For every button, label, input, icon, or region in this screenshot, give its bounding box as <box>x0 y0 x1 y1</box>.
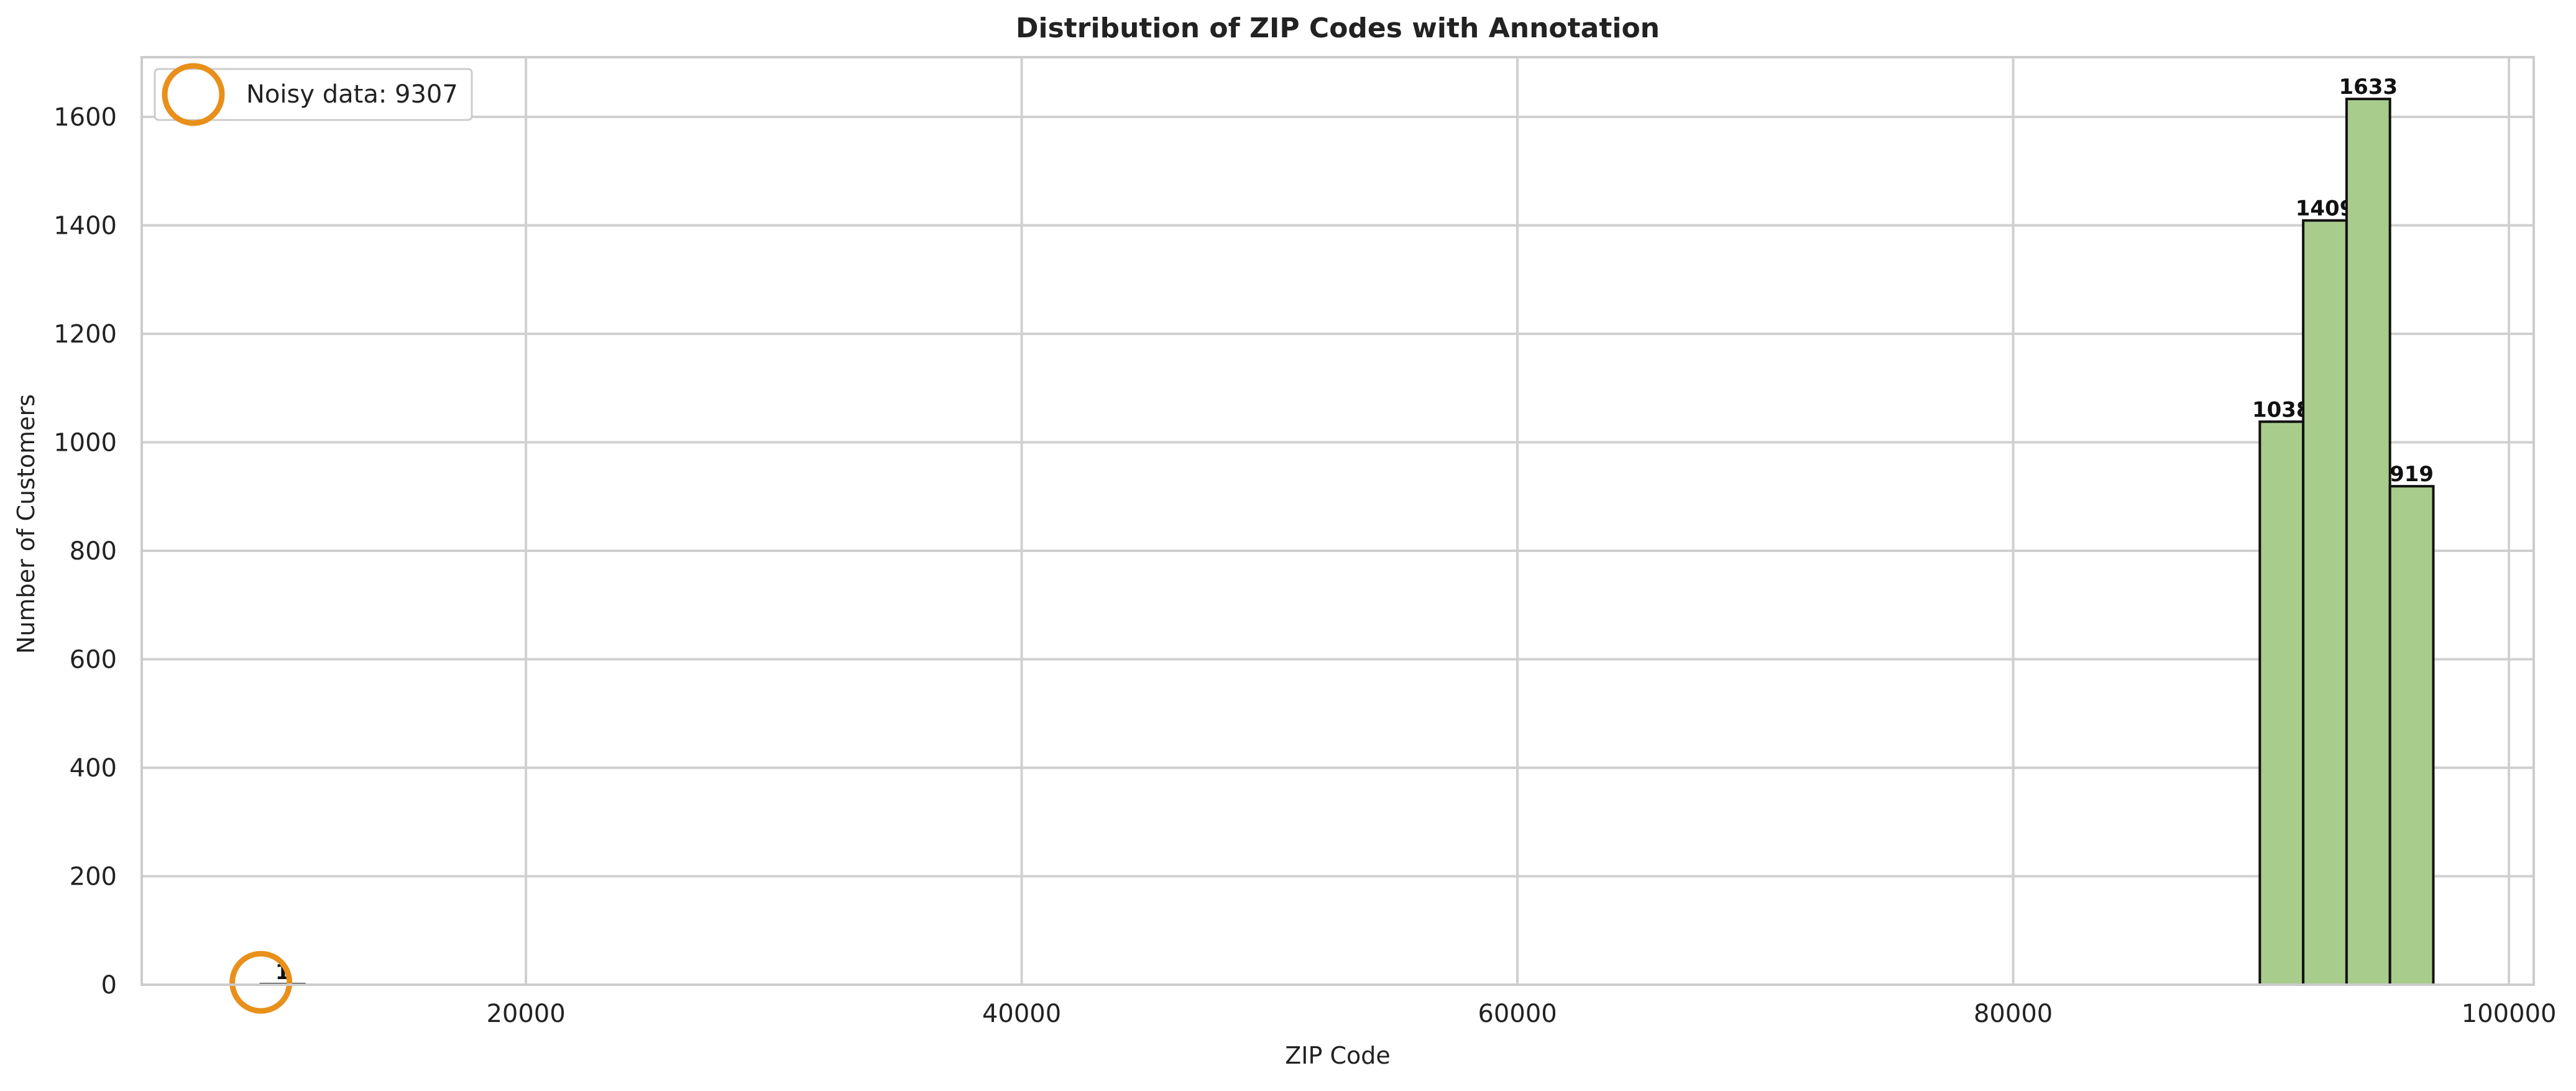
y-tick-label: 800 <box>70 537 117 566</box>
axes <box>140 56 2535 986</box>
histogram-bar <box>2388 485 2435 986</box>
bar-value-label: 1409 <box>2296 196 2355 221</box>
x-tick-label: 20000 <box>486 1000 565 1028</box>
y-axis-label: Number of Customers <box>12 394 40 654</box>
histogram-bar <box>2302 219 2348 986</box>
tick-labels: 20000 40000 60000 80000 100000 0 200 400 600 800 1… <box>53 103 2556 1028</box>
bar-value-label: 919 <box>2390 462 2434 487</box>
legend-circle-marker-icon <box>162 63 225 126</box>
plot-frame <box>140 56 2535 986</box>
x-tick-label: 40000 <box>982 1000 1061 1028</box>
y-tick-label: 1600 <box>53 103 117 132</box>
bar-value-label: 1038 <box>2252 397 2311 422</box>
x-tick-label: 80000 <box>1974 1000 2053 1028</box>
y-tick-label: 600 <box>70 645 117 674</box>
y-tick-label: 1400 <box>53 211 117 240</box>
y-tick-label: 400 <box>70 754 117 783</box>
legend: Noisy data: 9307 <box>154 63 473 126</box>
grid-lines <box>142 57 2534 986</box>
histogram-bar <box>2258 420 2305 986</box>
y-tick-label: 1000 <box>53 428 117 457</box>
x-tick-label: 60000 <box>1478 1000 1557 1028</box>
y-tick-label: 200 <box>70 862 117 891</box>
y-tick-label: 0 <box>101 971 117 1000</box>
x-axis-label: ZIP Code <box>1285 1042 1391 1069</box>
annotation-layer <box>229 951 293 1014</box>
histogram-bar <box>2345 98 2391 987</box>
bar-value-label: 1633 <box>2339 75 2398 99</box>
annotation-circle-icon <box>229 951 293 1014</box>
legend-frame <box>154 68 473 121</box>
y-tick-label: 1200 <box>53 320 117 349</box>
legend-label: Noisy data: 9307 <box>246 80 458 109</box>
chart-title: Distribution of ZIP Codes with Annotatio… <box>1016 12 1660 44</box>
x-tick-label: 100000 <box>2462 1000 2557 1028</box>
